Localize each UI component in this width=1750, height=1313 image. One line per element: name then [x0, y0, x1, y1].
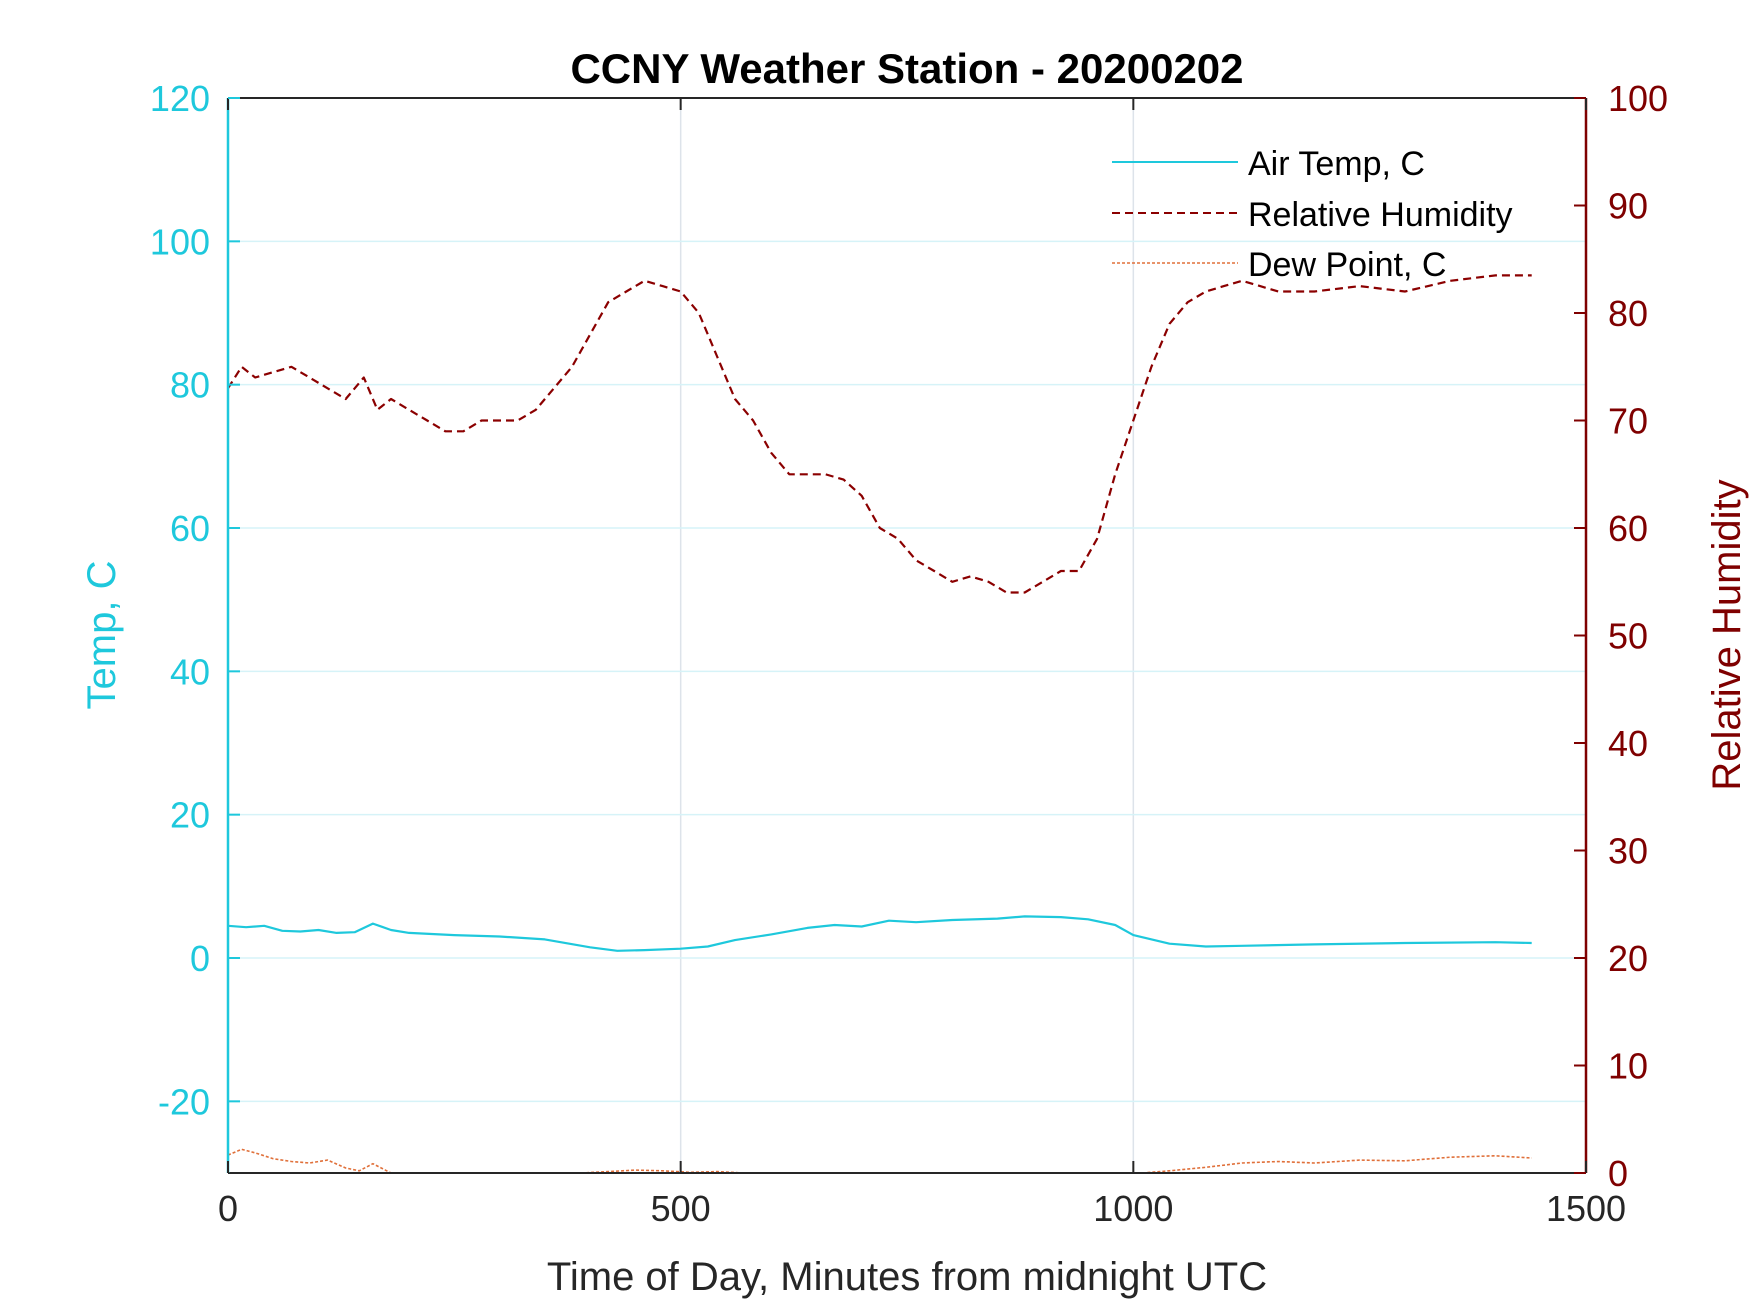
y-right-tick-label-60: 60	[1608, 508, 1648, 549]
series-layer	[227, 274, 1532, 1174]
axis-ticks: 0 500 1000 1500 -20 0 20 40 60 80 100 120 0 10 20 30 40 5…	[150, 78, 1668, 1229]
y-axis-right-label: Relative Humidity	[1705, 479, 1749, 790]
series-line-dew-point-segment-3	[1142, 1155, 1532, 1174]
x-tick-label-500: 500	[651, 1188, 711, 1229]
y-right-tick-label-50: 50	[1608, 616, 1648, 657]
y-right-tick-label-30: 30	[1608, 831, 1648, 872]
y-left-tick-label-40: 40	[170, 651, 210, 692]
y-right-tick-label-100: 100	[1608, 78, 1668, 119]
series-line-dew-point-segment-1	[227, 1148, 392, 1174]
x-tick-label-1500: 1500	[1546, 1188, 1626, 1229]
y-right-tick-label-40: 40	[1608, 723, 1648, 764]
x-axis-label: Time of Day, Minutes from midnight UTC	[547, 1255, 1267, 1299]
legend-label-dew-point: Dew Point, C	[1248, 246, 1446, 284]
y-right-tick-label-0: 0	[1608, 1153, 1628, 1194]
y-left-tick-label-0: 0	[190, 938, 210, 979]
legend-label-air-temp: Air Temp, C	[1248, 145, 1425, 183]
y-right-tick-label-20: 20	[1608, 938, 1648, 979]
legend: Air Temp, C Relative Humidity Dew Point,…	[1112, 145, 1513, 284]
series-line-dew-point-segment-2	[581, 1169, 745, 1174]
series-line-air-temp	[227, 915, 1532, 952]
plot-frame	[226, 97, 1588, 1174]
grid-lines	[228, 98, 1586, 1173]
y-right-tick-label-90: 90	[1608, 186, 1648, 227]
y-left-tick-label-100: 100	[150, 221, 210, 262]
x-tick-label-1000: 1000	[1093, 1188, 1173, 1229]
x-tick-label-0: 0	[218, 1188, 238, 1229]
chart-title: CCNY Weather Station - 20200202	[570, 45, 1243, 92]
y-left-tick-label-60: 60	[170, 508, 210, 549]
y-left-tick-label-120: 120	[150, 78, 210, 119]
y-right-tick-label-70: 70	[1608, 401, 1648, 442]
y-right-tick-label-80: 80	[1608, 293, 1648, 334]
y-axis-left-label: Temp, C	[80, 561, 124, 710]
series-line-relative-humidity	[227, 274, 1532, 594]
y-right-tick-label-10: 10	[1608, 1046, 1648, 1087]
plot-area	[228, 98, 1586, 1173]
y-left-tick-label--20: -20	[158, 1081, 210, 1122]
y-left-tick-label-20: 20	[170, 795, 210, 836]
y-left-tick-label-80: 80	[170, 365, 210, 406]
legend-label-relative-humidity: Relative Humidity	[1248, 196, 1513, 234]
